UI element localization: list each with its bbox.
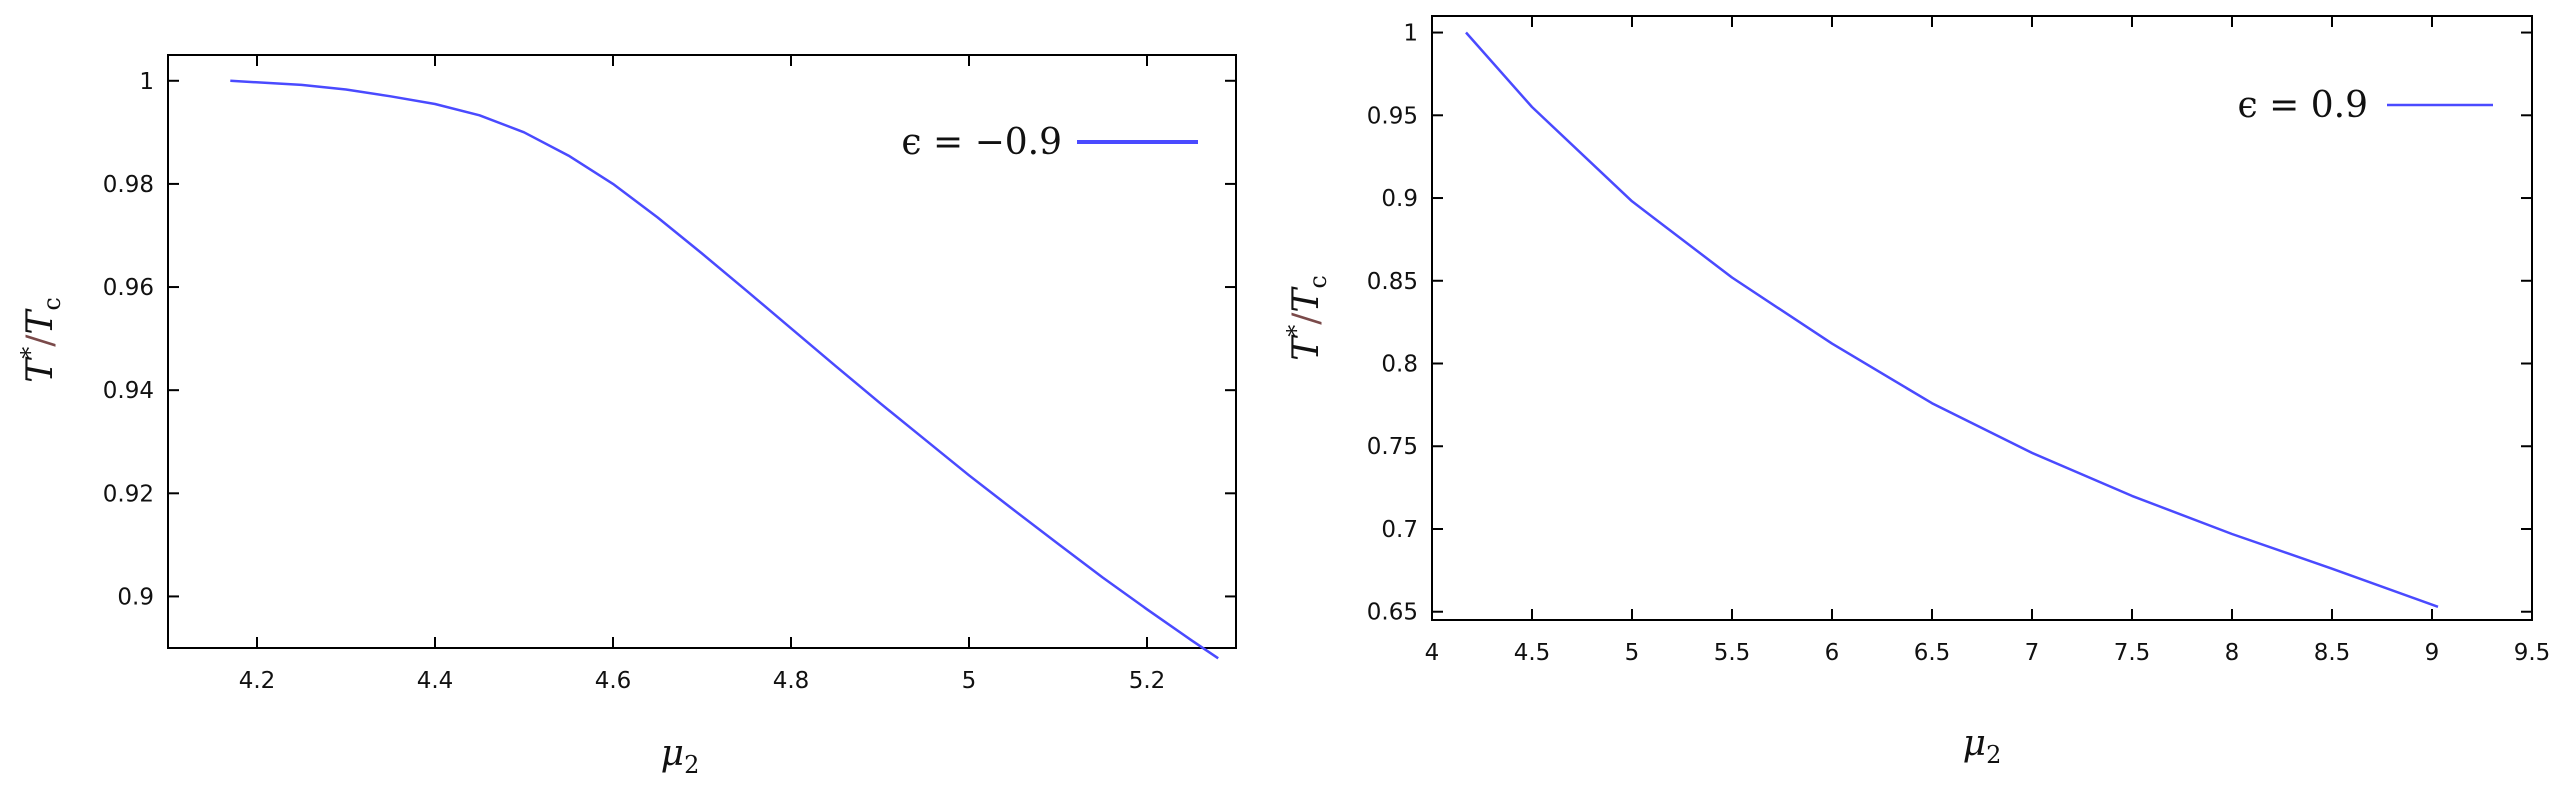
x-tick-label: 4.8	[773, 668, 810, 694]
y-tick-label: 0.75	[1367, 434, 1418, 460]
y-tick-label: 0.9	[1381, 186, 1418, 212]
y-tick-label: 0.98	[103, 172, 154, 198]
x-tick-label: 8	[2225, 640, 2240, 666]
x-tick-label: 5.2	[1129, 668, 1166, 694]
x-tick-label: 4.6	[595, 668, 632, 694]
y-tick-label: 0.92	[103, 481, 154, 507]
x-tick-label: 5	[962, 668, 977, 694]
legend-label: ϵ = 0.9	[2238, 85, 2368, 126]
x-tick-label: 4	[1425, 640, 1440, 666]
y-tick-label: 0.9	[117, 584, 154, 610]
x-tick-label: 6	[1825, 640, 1840, 666]
x-tick-label: 5	[1625, 640, 1640, 666]
x-axis-label: μ2	[1963, 723, 2002, 769]
x-tick-label: 9.5	[2514, 640, 2551, 666]
y-tick-label: 1	[139, 69, 154, 95]
y-tick-label: 0.95	[1367, 103, 1418, 129]
chart-right: 4 4.5 5 5.5 6 6.5 7 7.5 8 8.5 9 9.5 0.65 0.7 0.75 0.8 0.…	[1282, 15, 2551, 769]
x-tick-label: 7.5	[2114, 640, 2151, 666]
x-tick-label: 4.4	[417, 668, 454, 694]
x-tick-label: 8.5	[2314, 640, 2351, 666]
y-tick-label: 0.65	[1367, 600, 1418, 626]
y-tick-label: 0.8	[1381, 352, 1418, 378]
y-tick-label: 1	[1403, 21, 1418, 47]
plot-frame	[1431, 15, 2533, 621]
x-tick-label: 4.2	[239, 668, 276, 694]
x-tick-label: 7	[2025, 640, 2040, 666]
y-axis-label: T*/Tc	[1282, 275, 1332, 361]
x-tick-label: 9	[2425, 640, 2440, 666]
series-line	[1465, 31, 2439, 608]
legend-label: ϵ = −0.9	[901, 122, 1062, 163]
y-tick-label: 0.94	[103, 378, 154, 404]
y-tick-label: 0.96	[103, 275, 154, 301]
y-tick-label: 0.7	[1381, 517, 1418, 543]
y-axis-label: T*/Tc	[16, 297, 66, 383]
series-line	[230, 79, 1219, 660]
x-tick-label: 4.5	[1514, 640, 1551, 666]
x-tick-label: 5.5	[1714, 640, 1751, 666]
plot-frame	[167, 54, 1237, 649]
y-tick-label: 0.85	[1367, 269, 1418, 295]
x-axis-label: μ2	[661, 733, 700, 779]
x-tick-label: 6.5	[1914, 640, 1951, 666]
chart-left: 4.2 4.4 4.6 4.8 5 5.2 0.9 0.92 0.94 0.96 0.98 1 ϵ = …	[16, 54, 1237, 779]
